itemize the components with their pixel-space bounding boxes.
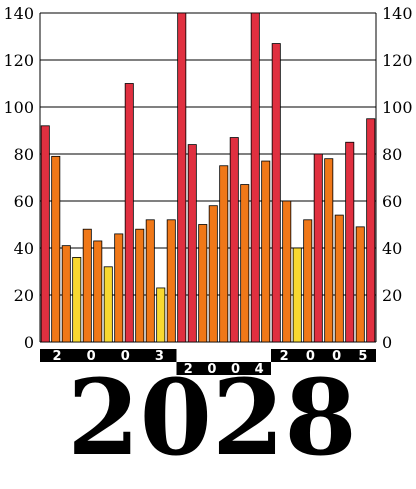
bar <box>261 160 271 343</box>
year-group-label-char: 0 <box>306 349 315 364</box>
y-tick-label: 100 <box>3 98 34 117</box>
y-tick-label: 20 <box>382 286 402 305</box>
bar <box>145 219 155 343</box>
bar <box>366 118 376 343</box>
bar <box>124 83 134 343</box>
bar <box>313 153 323 343</box>
y-tick-label: 60 <box>382 192 402 211</box>
year-group-label-char: 2 <box>184 362 193 377</box>
bar <box>229 137 239 343</box>
bar <box>250 12 260 343</box>
y-tick-label: 120 <box>3 51 34 70</box>
year-group-band <box>176 362 271 375</box>
bar <box>72 256 82 343</box>
bar <box>93 240 103 343</box>
year-group-label-char: 0 <box>87 349 96 364</box>
year-group-label-char: 4 <box>255 362 264 377</box>
y-tick-label: 80 <box>382 145 402 164</box>
year-group-bands: 2 0 0 32 0 0 42 0 0 5 <box>40 349 376 377</box>
bar <box>166 219 176 343</box>
bar <box>292 247 302 343</box>
bar <box>198 224 208 343</box>
year-group-label-char: 3 <box>155 349 164 364</box>
bar <box>103 266 113 343</box>
y-tick-label: 80 <box>14 145 34 164</box>
year-group-label-char: 2 <box>53 349 62 364</box>
bar <box>219 165 229 343</box>
y-axis-left-ticks: 0 20 40 60 80 100 120 140 <box>3 4 34 352</box>
bar <box>282 200 292 343</box>
year-group-label-char: 0 <box>231 362 240 377</box>
bars <box>40 12 376 343</box>
bar <box>355 226 365 343</box>
bar <box>324 158 334 343</box>
bar <box>114 233 124 343</box>
bar <box>187 144 197 343</box>
y-tick-label: 0 <box>24 333 34 352</box>
bar <box>271 43 281 343</box>
y-tick-label: 0 <box>382 333 392 352</box>
footer-year-label: 2028 <box>67 356 356 479</box>
bar <box>61 245 71 343</box>
year-group-label-char: 2 <box>280 349 289 364</box>
y-tick-label: 140 <box>3 4 34 23</box>
year-group-label-char: 0 <box>207 362 216 377</box>
year-group-label-char: 0 <box>332 349 341 364</box>
bar <box>240 184 250 343</box>
axes <box>39 13 377 342</box>
y-tick-label: 20 <box>14 286 34 305</box>
y-tick-label: 140 <box>382 4 413 23</box>
bar <box>334 214 344 343</box>
y-axis-right-ticks: 0 20 40 60 80 100 120 140 <box>382 4 413 352</box>
bar <box>177 12 187 343</box>
year-group-label-char: 0 <box>121 349 130 364</box>
year-group-band <box>40 349 177 362</box>
year-group-label-char: 5 <box>358 349 367 364</box>
bar <box>40 125 50 343</box>
bar <box>345 141 355 343</box>
bar <box>82 228 92 343</box>
y-tick-label: 100 <box>382 98 413 117</box>
y-tick-label: 40 <box>14 239 34 258</box>
bar <box>303 219 313 343</box>
bar <box>208 205 218 343</box>
bar <box>135 228 145 343</box>
y-tick-label: 120 <box>382 51 413 70</box>
y-tick-label: 60 <box>14 192 34 211</box>
bar <box>51 155 61 343</box>
bar <box>156 287 166 343</box>
y-tick-label: 40 <box>382 239 402 258</box>
year-group-band <box>271 349 376 362</box>
